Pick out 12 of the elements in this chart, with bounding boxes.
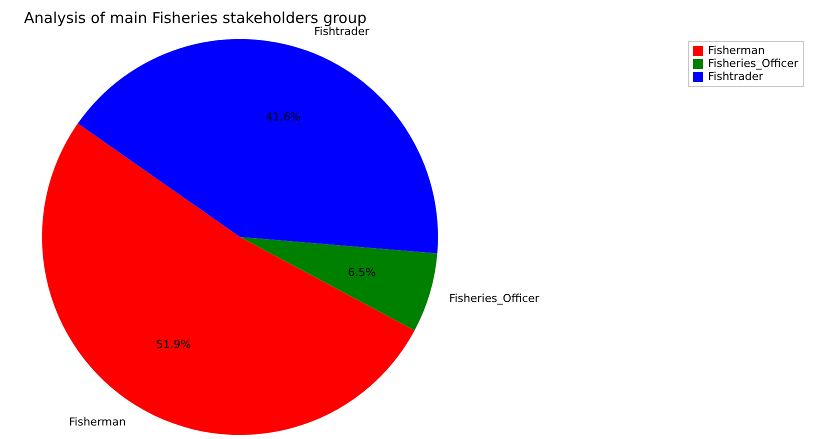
data-label: 6.5% [348,266,376,279]
pie-slice [78,39,438,254]
legend-label: Fishtrader [708,70,764,83]
pie-slice [240,237,438,330]
chart-title: Analysis of main Fisheries stakeholders group [24,8,367,27]
data-label: 41.6% [266,110,301,124]
pie-slice [42,123,415,435]
legend-label: Fisherman [708,44,765,57]
slice-label: Fisherman [69,416,126,429]
legend-label: Fisheries_Officer [708,57,799,70]
data-label: 51.9% [156,338,191,352]
slice-label: Fisheries_Officer [449,292,540,305]
